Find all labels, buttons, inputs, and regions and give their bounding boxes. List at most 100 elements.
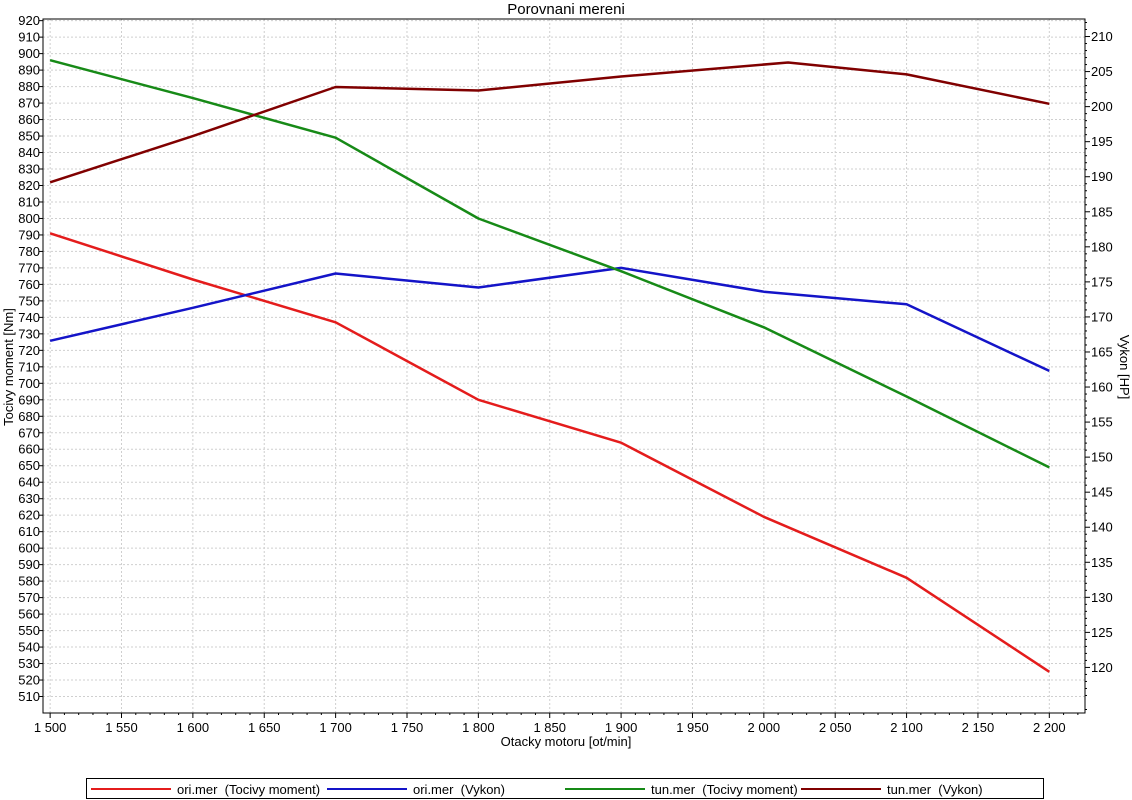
- x-tick-label: 1 600: [177, 720, 210, 735]
- y2-tick-label: 210: [1091, 29, 1113, 44]
- legend-swatch: [565, 788, 645, 790]
- legend-swatch: [91, 788, 171, 790]
- y-tick-label: 760: [18, 277, 40, 292]
- x-tick-label: 2 150: [962, 720, 995, 735]
- y-tick-label: 680: [18, 409, 40, 424]
- x-tick-label: 1 700: [319, 720, 352, 735]
- y-tick-label: 770: [18, 260, 40, 275]
- legend-label: ori.mer (Vykon): [413, 781, 505, 797]
- y-tick-label: 690: [18, 392, 40, 407]
- y-tick-label: 710: [18, 359, 40, 374]
- y-tick-label: 900: [18, 46, 40, 61]
- legend: ori.mer (Tocivy moment) ori.mer (Vykon) tu…: [86, 778, 1044, 799]
- y2-tick-label: 140: [1091, 520, 1113, 535]
- y-tick-label: 790: [18, 227, 40, 242]
- y-tick-label: 590: [18, 557, 40, 572]
- legend-item: tun.mer (Vykon): [801, 780, 983, 798]
- legend-label: ori.mer (Tocivy moment): [177, 781, 321, 797]
- y-tick-label: 510: [18, 689, 40, 704]
- x-tick-label: 1 650: [248, 720, 281, 735]
- x-tick-label: 2 200: [1033, 720, 1066, 735]
- y-tick-label: 840: [18, 145, 40, 160]
- y2-tick-label: 165: [1091, 344, 1113, 359]
- y-axis-right-label: Vykon [HP]: [1117, 335, 1132, 400]
- x-tick-label: 1 900: [605, 720, 638, 735]
- y-tick-label: 600: [18, 541, 40, 556]
- plot-border: [42, 18, 1086, 714]
- y2-tick-label: 180: [1091, 239, 1113, 254]
- y2-tick-label: 120: [1091, 660, 1113, 675]
- y-tick-label: 650: [18, 458, 40, 473]
- y-tick-label: 520: [18, 673, 40, 688]
- x-tick-label: 1 550: [105, 720, 138, 735]
- x-tick-label: 2 100: [890, 720, 923, 735]
- y-tick-label: 640: [18, 475, 40, 490]
- y-tick-label: 860: [18, 112, 40, 127]
- y-tick-label: 620: [18, 508, 40, 523]
- y2-tick-label: 155: [1091, 415, 1113, 430]
- y2-tick-label: 150: [1091, 450, 1113, 465]
- y-tick-label: 830: [18, 162, 40, 177]
- legend-swatch: [327, 788, 407, 790]
- y-tick-label: 890: [18, 63, 40, 78]
- x-tick-label: 1 500: [34, 720, 67, 735]
- y-tick-label: 630: [18, 491, 40, 506]
- series-line-1: [49, 232, 1050, 673]
- x-axis-ticks: 1 500 1 550 1 600 1 650 1 700 1 750 1 800 1 850…: [34, 713, 1079, 735]
- legend-swatch: [801, 788, 881, 790]
- y-tick-label: 570: [18, 590, 40, 605]
- y2-tick-label: 170: [1091, 309, 1113, 324]
- y2-tick-label: 200: [1091, 99, 1113, 114]
- x-tick-label: 1 750: [391, 720, 424, 735]
- y-tick-label: 920: [18, 13, 40, 28]
- y-tick-label: 800: [18, 211, 40, 226]
- y-tick-label: 730: [18, 326, 40, 341]
- legend-label: tun.mer (Vykon): [887, 781, 983, 797]
- y2-tick-label: 135: [1091, 555, 1113, 570]
- y-tick-label: 880: [18, 79, 40, 94]
- y-axis-left-label: Tocivy moment [Nm]: [1, 308, 16, 426]
- grid-lines: [43, 19, 1085, 713]
- chart-canvas: 1 500 1 550 1 600 1 650 1 700 1 750 1 800 1 850…: [1, 13, 1132, 749]
- y-tick-label: 530: [18, 656, 40, 671]
- y2-tick-label: 185: [1091, 204, 1113, 219]
- x-tick-label: 1 800: [462, 720, 495, 735]
- y2-tick-label: 190: [1091, 169, 1113, 184]
- y2-tick-label: 160: [1091, 380, 1113, 395]
- y-tick-label: 870: [18, 96, 40, 111]
- y-tick-label: 560: [18, 607, 40, 622]
- y-tick-label: 580: [18, 574, 40, 589]
- plot-frame: [42, 18, 1086, 714]
- y2-tick-label: 195: [1091, 134, 1113, 149]
- x-tick-label: 1 950: [676, 720, 709, 735]
- chart-title: Porovnani mereni: [507, 1, 625, 18]
- y-tick-label: 750: [18, 293, 40, 308]
- x-axis-label: Otacky motoru [ot/min]: [501, 734, 632, 749]
- y-tick-label: 810: [18, 194, 40, 209]
- y2-tick-label: 145: [1091, 485, 1113, 500]
- y2-tick-label: 205: [1091, 64, 1113, 79]
- y2-tick-label: 125: [1091, 625, 1113, 640]
- series-line-2: [49, 266, 1050, 373]
- legend-item: tun.mer (Tocivy moment): [565, 780, 798, 798]
- legend-item: ori.mer (Tocivy moment): [91, 780, 320, 798]
- y-axis-right-ticks: 120 125 130 135 140 145 150 155 160 165 170 175 180 1…: [1085, 22, 1113, 710]
- y-tick-label: 550: [18, 623, 40, 638]
- y-tick-label: 850: [18, 129, 40, 144]
- y-axis-left-ticks: 5105205305405505605705805906006106206306…: [18, 13, 43, 704]
- series-line-3: [49, 58, 1050, 469]
- series-lines: [49, 58, 1050, 673]
- y-tick-label: 820: [18, 178, 40, 193]
- x-tick-label: 2 050: [819, 720, 852, 735]
- y-tick-label: 700: [18, 376, 40, 391]
- y-tick-label: 670: [18, 425, 40, 440]
- y-tick-label: 540: [18, 640, 40, 655]
- y-tick-label: 910: [18, 30, 40, 45]
- legend-label: tun.mer (Tocivy moment): [651, 781, 798, 797]
- y2-tick-label: 175: [1091, 274, 1113, 289]
- legend-item: ori.mer (Vykon): [327, 780, 505, 798]
- x-tick-label: 1 850: [533, 720, 566, 735]
- x-tick-label: 2 000: [748, 720, 781, 735]
- y-tick-label: 610: [18, 524, 40, 539]
- y2-tick-label: 130: [1091, 590, 1113, 605]
